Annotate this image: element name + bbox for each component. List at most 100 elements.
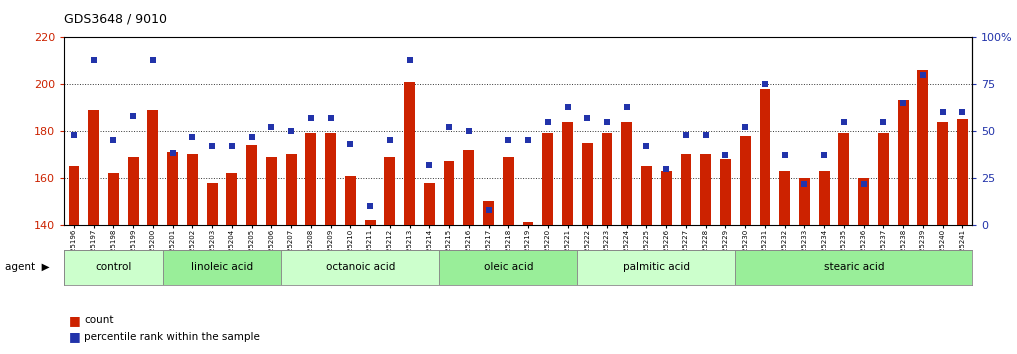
Bar: [265, 157, 277, 225]
Point: [520, 138, 536, 143]
Text: GDS3648 / 9010: GDS3648 / 9010: [64, 12, 167, 25]
Bar: [365, 220, 375, 225]
Bar: [735, 250, 972, 285]
Point: [402, 57, 418, 63]
Bar: [404, 82, 415, 225]
Bar: [917, 70, 929, 225]
Point: [184, 134, 200, 139]
Bar: [483, 201, 494, 225]
Bar: [68, 166, 79, 225]
Text: octanoic acid: octanoic acid: [325, 262, 395, 272]
Point: [639, 143, 655, 149]
Point: [362, 203, 378, 209]
Bar: [147, 110, 159, 225]
Bar: [661, 171, 671, 225]
Point: [461, 128, 477, 134]
Bar: [345, 176, 356, 225]
Bar: [305, 133, 316, 225]
Bar: [799, 178, 810, 225]
Point: [658, 166, 674, 171]
Point: [914, 72, 931, 78]
Point: [342, 141, 358, 147]
Text: stearic acid: stearic acid: [824, 262, 884, 272]
Bar: [938, 122, 948, 225]
Text: percentile rank within the sample: percentile rank within the sample: [84, 332, 260, 342]
Bar: [108, 173, 119, 225]
Bar: [621, 122, 633, 225]
Text: agent  ▶: agent ▶: [5, 262, 50, 272]
Bar: [578, 250, 735, 285]
Point: [796, 181, 813, 186]
Point: [500, 138, 517, 143]
Point: [421, 162, 437, 167]
Point: [144, 57, 161, 63]
Point: [698, 132, 714, 138]
Point: [263, 124, 280, 130]
Text: control: control: [96, 262, 131, 272]
Point: [66, 132, 82, 138]
Text: oleic acid: oleic acid: [483, 262, 533, 272]
Point: [125, 113, 141, 119]
Point: [737, 124, 754, 130]
Point: [480, 207, 496, 213]
Point: [381, 138, 398, 143]
Bar: [523, 222, 534, 225]
Point: [876, 119, 892, 125]
Bar: [701, 154, 711, 225]
Text: ■: ■: [69, 331, 81, 343]
Point: [303, 115, 319, 121]
Point: [579, 115, 595, 121]
Bar: [562, 122, 573, 225]
Point: [678, 132, 695, 138]
Bar: [64, 250, 163, 285]
Text: linoleic acid: linoleic acid: [191, 262, 253, 272]
Point: [165, 151, 181, 156]
Point: [243, 134, 259, 139]
Bar: [439, 250, 578, 285]
Point: [204, 143, 221, 149]
Bar: [227, 173, 237, 225]
Bar: [286, 154, 297, 225]
Point: [618, 104, 635, 109]
Point: [224, 143, 240, 149]
Bar: [898, 101, 908, 225]
Bar: [167, 152, 178, 225]
Bar: [246, 145, 257, 225]
Point: [559, 104, 576, 109]
Bar: [858, 178, 870, 225]
Point: [599, 119, 615, 125]
Bar: [760, 89, 771, 225]
Point: [954, 109, 970, 115]
Point: [855, 181, 872, 186]
Bar: [779, 171, 790, 225]
Bar: [128, 157, 138, 225]
Point: [441, 124, 458, 130]
Text: ■: ■: [69, 314, 81, 327]
Bar: [464, 150, 474, 225]
Bar: [443, 161, 455, 225]
Bar: [838, 133, 849, 225]
Bar: [424, 183, 434, 225]
Bar: [720, 159, 731, 225]
Bar: [602, 133, 612, 225]
Bar: [819, 171, 830, 225]
Bar: [641, 166, 652, 225]
Bar: [739, 136, 751, 225]
Point: [836, 119, 852, 125]
Point: [85, 57, 102, 63]
Point: [757, 81, 773, 87]
Point: [106, 138, 122, 143]
Bar: [878, 133, 889, 225]
Point: [816, 153, 832, 158]
Bar: [187, 154, 198, 225]
Text: palmitic acid: palmitic acid: [622, 262, 690, 272]
Bar: [163, 250, 282, 285]
Point: [322, 115, 339, 121]
Bar: [384, 157, 396, 225]
Bar: [206, 183, 218, 225]
Point: [935, 109, 951, 115]
Point: [283, 128, 299, 134]
Bar: [325, 133, 336, 225]
Point: [540, 119, 556, 125]
Bar: [88, 110, 99, 225]
